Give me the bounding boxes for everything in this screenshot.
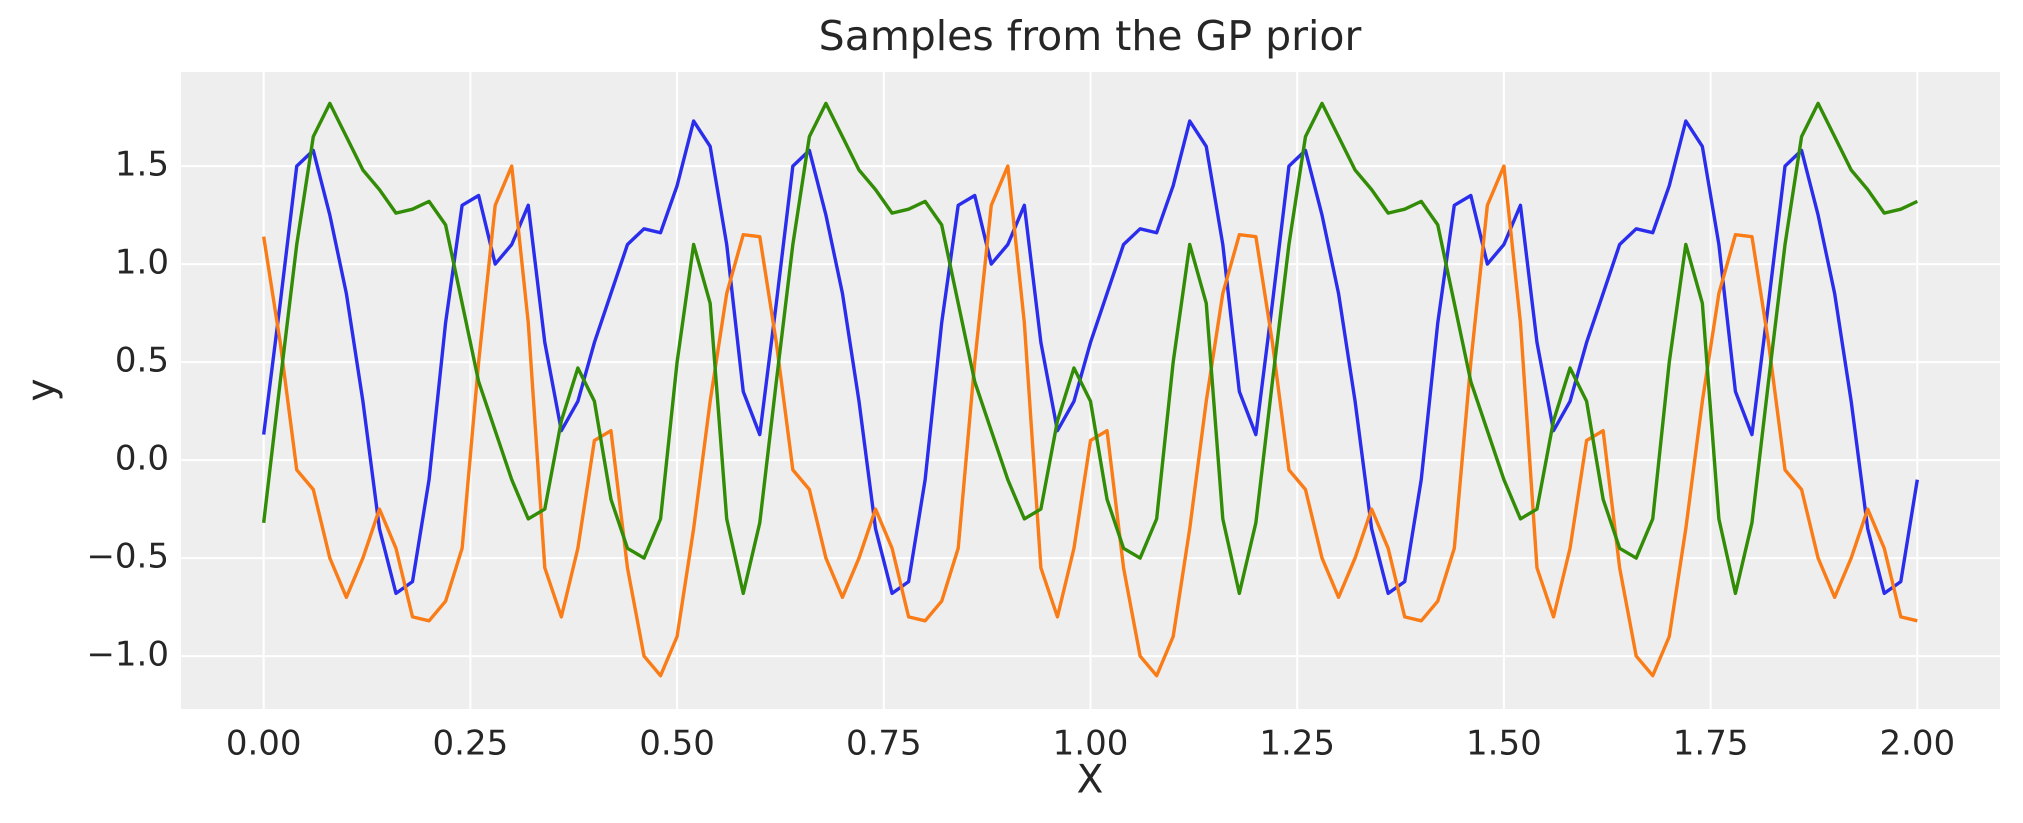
y-tick-label: 0.5 [115, 341, 169, 381]
x-tick-label: 0.25 [433, 724, 509, 764]
series-line [262, 164, 1918, 678]
x-tick-label: 1.00 [1053, 724, 1129, 764]
lines [261, 101, 1919, 678]
y-tick-label: −1.0 [86, 635, 169, 675]
grid [181, 72, 2000, 709]
series-line [261, 119, 1919, 596]
y-tick-label: −0.5 [86, 537, 169, 577]
x-tick-label: 1.50 [1466, 724, 1542, 764]
y-tick-label: 1.5 [115, 145, 169, 185]
y-tick-label: 1.0 [115, 243, 169, 283]
x-tick-label: 1.25 [1259, 724, 1335, 764]
x-axis-label: X [1077, 758, 1104, 803]
x-tick-label: 0.00 [226, 724, 302, 764]
x-tick-label: 1.75 [1673, 724, 1749, 764]
y-axis-label: y [20, 378, 65, 401]
series-line [261, 101, 1919, 596]
chart-title: Samples from the GP prior [819, 12, 1362, 60]
x-tick-label: 2.00 [1879, 724, 1955, 764]
x-tick-label: 0.50 [639, 724, 715, 764]
y-tick-label: 0.0 [115, 439, 169, 479]
labels: 0.00 0.25 0.50 0.75 1.00 1.25 1.50 1.75 2.00 −1.0… [86, 145, 1955, 764]
x-tick-label: 0.75 [846, 724, 922, 764]
